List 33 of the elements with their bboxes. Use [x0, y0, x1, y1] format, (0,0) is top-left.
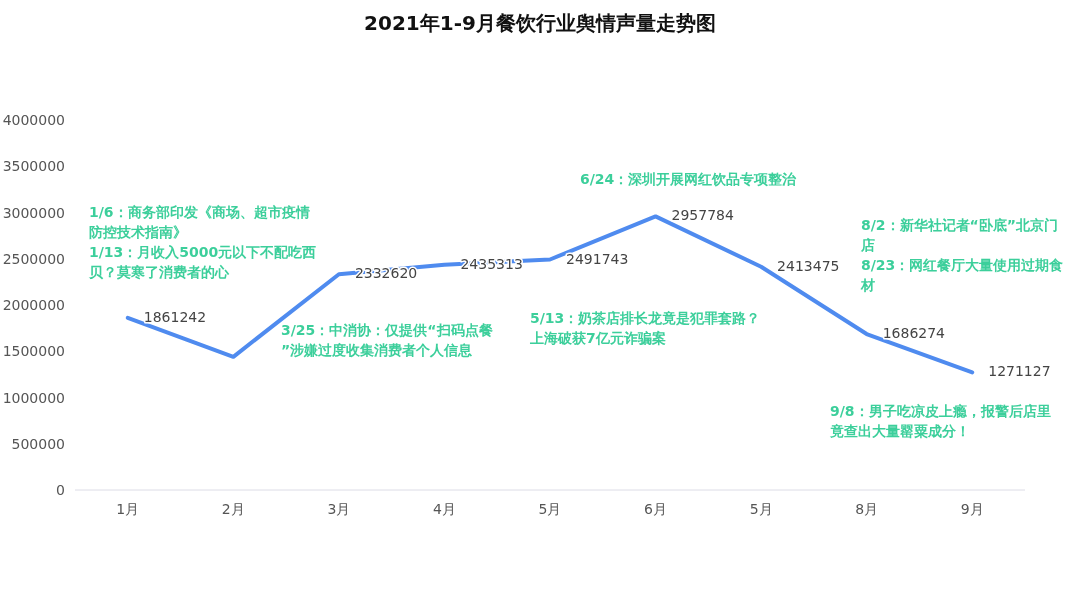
annotation: 9/8：男子吃凉皮上瘾，报警后店里竟查出大量罂粟成分！	[829, 403, 1051, 439]
data-label: 1861242	[143, 308, 207, 325]
x-tick-label: 5月	[749, 501, 773, 517]
y-tick-label: 1500000	[2, 343, 65, 360]
y-tick-label: 3000000	[2, 204, 65, 221]
annotation: 6/24：深圳开展网红饮品专项整治	[580, 171, 798, 187]
x-tick-label: 8月	[855, 501, 879, 517]
data-label: 2491743	[566, 250, 629, 267]
annotation: 8/2：新华社记者“卧底”北京门店	[860, 217, 1058, 253]
x-tick-label: 2月	[221, 501, 245, 517]
x-tick-label: 9月	[960, 501, 984, 517]
chart-title: 2021年1-9月餐饮行业舆情声量走势图	[364, 11, 716, 35]
annotation: 1/6：商务部印发《商场、超市疫情防控技术指南》	[89, 204, 310, 240]
x-tick-label: 6月	[644, 501, 668, 517]
annotation: 5/13：奶茶店排长龙竟是犯罪套路？上海破获7亿元诈骗案	[529, 310, 761, 346]
x-tick-label: 4月	[432, 501, 456, 517]
x-tick-label: 3月	[327, 501, 351, 517]
y-tick-label: 500000	[11, 435, 65, 452]
data-label: 2957784	[671, 207, 734, 224]
y-tick-label: 2500000	[2, 250, 65, 267]
data-label: 1271127	[988, 363, 1051, 380]
y-tick-label: 3500000	[2, 158, 65, 175]
x-tick-label: 1月	[116, 501, 140, 517]
y-tick-label: 4000000	[2, 112, 65, 128]
annotation: 8/23：网红餐厅大量使用过期食材	[860, 257, 1064, 293]
y-tick-label: 1000000	[2, 389, 65, 406]
y-tick-label: 2000000	[2, 297, 65, 313]
x-tick-label: 5月	[538, 501, 562, 517]
data-label: 1686274	[882, 325, 946, 342]
annotation: 1/13：月收入5000元以下不配吃西贝？莫寒了消费者的心	[88, 244, 317, 280]
y-tick-label: 0	[56, 482, 65, 498]
annotation: 3/25：中消协：仅提供“扫码点餐”涉嫌过度收集消费者个人信息	[281, 322, 493, 358]
data-label: 2413475	[777, 257, 840, 274]
